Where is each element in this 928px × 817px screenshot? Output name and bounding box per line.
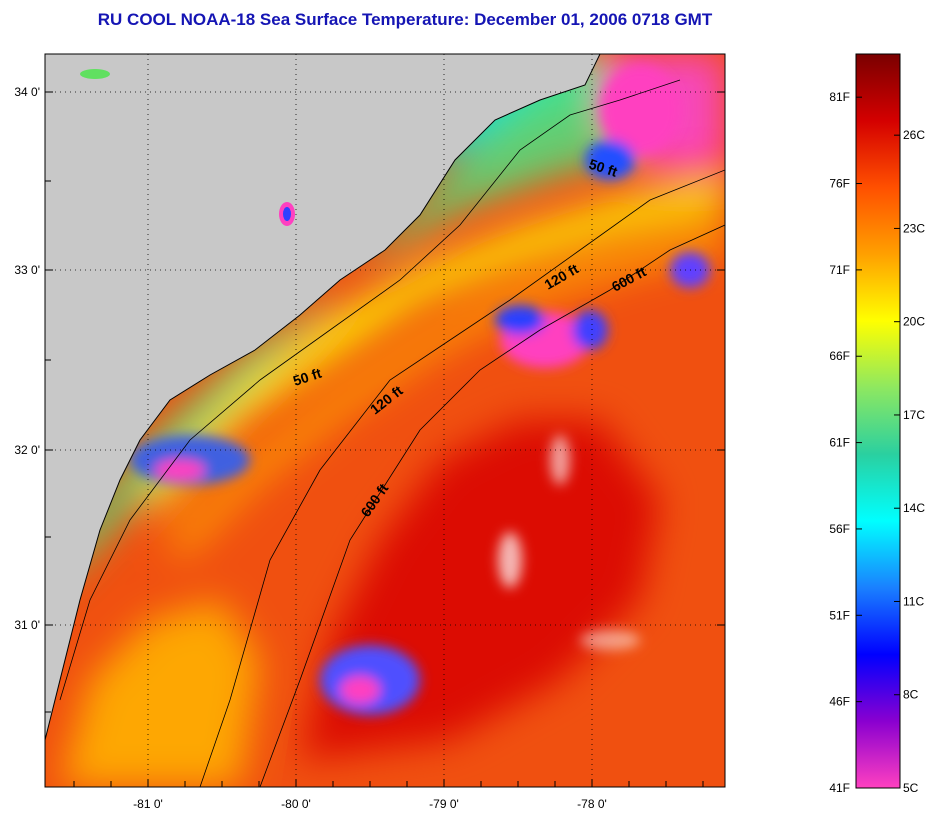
contour-120ft bbox=[199, 169, 725, 787]
colorbar-f-label: 71F bbox=[829, 263, 850, 277]
contour-600ft bbox=[259, 224, 725, 787]
map-area: 50 ft 50 ft 120 ft 120 ft 600 ft 600 ft bbox=[45, 54, 725, 787]
lat-tick-label: 31 0' bbox=[14, 618, 40, 632]
map-frame bbox=[44, 53, 726, 788]
tick-marks bbox=[45, 91, 725, 787]
colorbar-ticks bbox=[856, 96, 900, 789]
map-title: RU COOL NOAA-18 Sea Surface Temperature:… bbox=[97, 10, 713, 29]
colorbar-f-label: 56F bbox=[829, 522, 850, 536]
land-mass bbox=[45, 54, 601, 741]
lat-tick-label: 32 0' bbox=[14, 443, 40, 457]
colorbar-c-label: 14C bbox=[903, 501, 925, 515]
cool-patches bbox=[130, 65, 710, 715]
colorbar-f-label: 51F bbox=[829, 608, 850, 622]
colorbar-c-label: 23C bbox=[903, 221, 925, 235]
colorbar-c-label: 5C bbox=[903, 781, 919, 795]
colorbar-bar bbox=[855, 53, 901, 789]
colorbar-f-label: 41F bbox=[829, 781, 850, 795]
colorbar-c-label: 20C bbox=[903, 315, 925, 329]
colorbar-f-label: 81F bbox=[829, 90, 850, 104]
colorbar-c-label: 11C bbox=[903, 594, 924, 608]
lat-tick-label: 34 0' bbox=[14, 85, 40, 99]
lon-tick-label: -79 0' bbox=[429, 797, 459, 811]
colorbar-c-label: 8C bbox=[903, 688, 919, 702]
colorbar-celsius-labels: 26C 23C 20C 17C 14C 11C 8C 5C bbox=[903, 128, 925, 795]
colorbar: 81F 76F 71F 66F 61F 56F 51F 46F 41F 26C 23C 20C 17C… bbox=[829, 53, 925, 795]
coastal-patch bbox=[80, 69, 110, 79]
colorbar-f-label: 46F bbox=[829, 695, 850, 709]
colorbar-c-label: 17C bbox=[903, 408, 925, 422]
colorbar-f-label: 66F bbox=[829, 349, 850, 363]
lon-tick-label: -80 0' bbox=[281, 797, 311, 811]
lat-tick-label: 33 0' bbox=[14, 263, 40, 277]
contour-50ft bbox=[59, 79, 681, 701]
colorbar-fahrenheit-labels: 81F 76F 71F 66F 61F 56F 51F 46F 41F bbox=[829, 90, 850, 795]
colorbar-f-label: 76F bbox=[829, 177, 850, 191]
island-patch-core bbox=[283, 207, 291, 221]
colorbar-c-label: 26C bbox=[903, 128, 925, 142]
graticule bbox=[45, 54, 725, 787]
colorbar-f-label: 61F bbox=[829, 436, 850, 450]
lon-tick-label: -78 0' bbox=[577, 797, 607, 811]
lon-tick-label: -81 0' bbox=[133, 797, 163, 811]
